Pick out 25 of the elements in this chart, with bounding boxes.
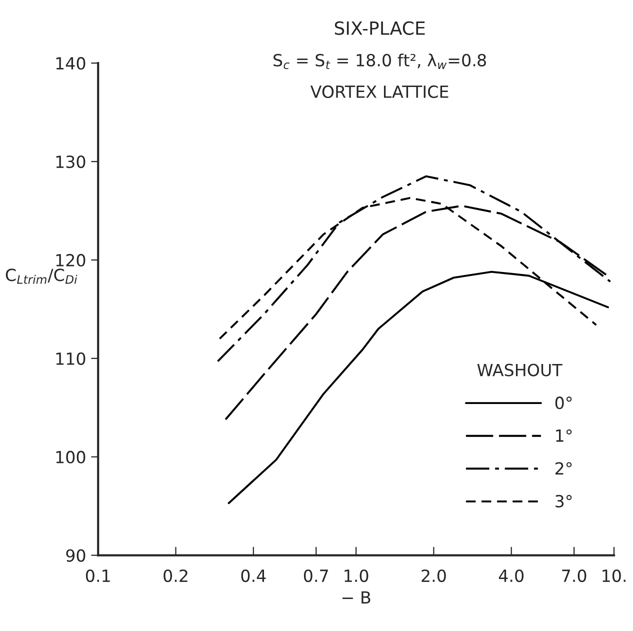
x-tick-label: 0.1: [86, 569, 110, 582]
x-tick-label: 0.7: [304, 569, 328, 582]
legend-label: 0°: [555, 396, 572, 410]
x-tick-label: 7.0: [562, 569, 586, 582]
chart-subtitle: S$_{c}$ = S$_{t}$ = 18.0 ft², λ$_{w}$=0.8: [274, 54, 486, 70]
legend-title: WASHOUT: [477, 364, 562, 376]
y-tick-label: 110: [56, 352, 86, 365]
x-tick-label: 4.0: [498, 569, 524, 582]
x-tick-label: 0.4: [241, 569, 266, 582]
legend-label: 1°: [556, 429, 572, 442]
y-tick-label: 90: [66, 549, 86, 562]
y-tick-label: 100: [56, 450, 86, 464]
chart-title: SIX-PLACE: [334, 21, 425, 35]
x-tick-label: 1.0: [344, 569, 368, 582]
legend-label: 2°: [556, 462, 572, 474]
y-tick-label: 120: [56, 254, 86, 267]
x-axis-title: − B: [342, 591, 370, 604]
x-tick-label: 2.0: [422, 569, 446, 582]
y-axis-title: C$_{Ltrim}$/C$_{Di}$: [6, 268, 78, 284]
y-tick-label: 130: [56, 156, 86, 168]
legend-label: 3°: [556, 494, 572, 508]
y-tick-label: 140: [56, 57, 86, 70]
annotation: VORTEX LATTICE: [310, 85, 448, 98]
x-tick-label: 0.2: [164, 569, 188, 582]
x-tick-label: 10.: [602, 569, 626, 582]
